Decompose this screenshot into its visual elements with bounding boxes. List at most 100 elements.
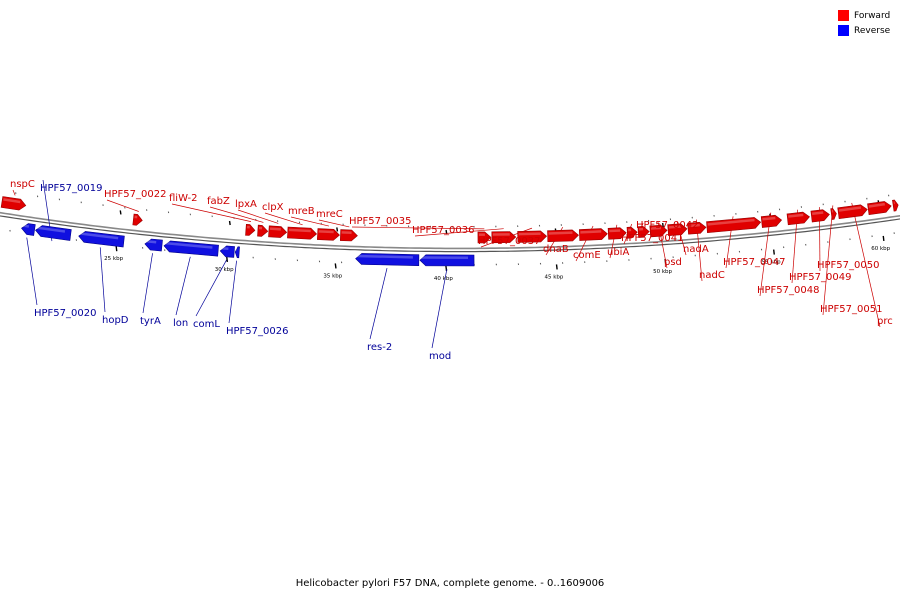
- gene-hpf57_0042-arrow: [637, 225, 650, 238]
- backbone-line-inner: [0, 215, 900, 253]
- major-tick-top: [661, 222, 664, 228]
- gene-ubia-arrow: [607, 227, 627, 240]
- gene-fabz-leader: [209, 206, 264, 223]
- gene-hpf57_0041-shine: [628, 228, 632, 232]
- gene-hpf57_0020-shine: [22, 224, 30, 228]
- gene-mrec-arrow: [339, 229, 358, 242]
- major-tick-bottom: [555, 264, 558, 270]
- gene-fliw-2-arrow: [245, 223, 256, 236]
- legend-reverse: Reverse: [838, 23, 890, 38]
- gene-res-2-shine: [356, 254, 413, 259]
- scale-tick-label: 55 kbp: [762, 260, 781, 266]
- gene-lon-shine: [165, 241, 213, 249]
- gene-fabz-shine: [258, 226, 263, 230]
- gene-prc-arrow: [837, 204, 868, 220]
- gene-hpf57_0036-leader: [414, 228, 504, 237]
- gene-nadc-shine: [688, 223, 700, 228]
- gene-nada-shine: [668, 225, 681, 229]
- gene-clpx-shine: [288, 228, 311, 233]
- gene-hpf57_0026-label: HPF57_0026: [226, 326, 288, 337]
- gene-hpf57_0042-shine: [639, 227, 644, 231]
- gene-unlabeled-arrow: [867, 201, 892, 216]
- gene-mod-shine: [420, 256, 468, 259]
- gene-hpf57_0020-label: HPF57_0020: [34, 308, 96, 319]
- gene-hpf57_0051-arrow: [830, 208, 837, 220]
- gene-res-2-label: res-2: [367, 342, 392, 353]
- gene-unlabeled-arrow: [892, 199, 899, 212]
- gene-come-label: comE: [573, 250, 601, 261]
- gene-dnab-shine: [548, 231, 573, 235]
- gene-ubia-label: ubiA: [607, 247, 629, 258]
- gene-unlabeled-shine: [868, 202, 885, 208]
- major-tick-top: [119, 210, 122, 215]
- gene-hpf57_0020-leader: [26, 237, 38, 306]
- gene-tyra-leader: [142, 253, 153, 314]
- gene-mreb-shine: [318, 230, 334, 234]
- gene-hopd-label: hopD: [102, 315, 129, 326]
- gene-fliw-2-label: fliW-2: [169, 193, 198, 204]
- gene-nspc-leader: [12, 189, 16, 196]
- gene-psd-arrow: [649, 224, 668, 238]
- gene-hpf57_0020-arrow: [21, 223, 36, 236]
- gene-hpf57_0035-label: HPF57_0035: [349, 216, 411, 227]
- major-tick-bottom: [115, 246, 118, 252]
- gene-hpf57_0037-label: HPF57_0037: [478, 236, 540, 247]
- gene-prc-leader: [851, 202, 881, 328]
- major-tick-top: [336, 227, 339, 232]
- gene-nada-arrow: [667, 223, 688, 237]
- gene-hopd-arrow: [78, 231, 125, 248]
- map-caption: Helicobacter pylori F57 DNA, complete ge…: [295, 578, 605, 589]
- gene-labels: nspC HPF57_0019 HPF57_0020 hopD HPF57_0022ty…: [10, 179, 893, 362]
- gene-nspc-shine: [3, 198, 21, 204]
- scale-ticks: 25 kbp 30 kbp 35 kbp 40 kbp 45 kbp 50 kbp 55 k…: [9, 192, 895, 282]
- gene-hpf57_0051-label: HPF57_0051: [820, 304, 882, 315]
- gene-lpxa-label: lpxA: [235, 199, 257, 210]
- gene-mrec-leader: [318, 219, 350, 228]
- gene-hpf57_0042-label: HPF57_0042: [636, 220, 698, 231]
- gene-hpf57_0035-arrow: [477, 231, 492, 244]
- gene-come-shine: [580, 230, 602, 234]
- legend: Forward Reverse: [838, 8, 890, 38]
- gene-mod-label: mod: [429, 351, 451, 362]
- legend-forward-label: Forward: [854, 10, 891, 21]
- gene-coml-label: comL: [193, 319, 220, 330]
- gene-nadc-label: nadC: [699, 270, 725, 281]
- gene-mrec-shine: [341, 231, 352, 234]
- gene-mod-arrow: [419, 254, 475, 267]
- gene-clpx-leader: [264, 212, 303, 226]
- gene-tyra-shine: [146, 240, 157, 244]
- gene-hpf57_0050-label: HPF57_0050: [817, 260, 879, 271]
- gene-res-2-arrow: [355, 253, 420, 267]
- scale-tick-label: 25 kbp: [104, 256, 123, 262]
- gene-unlabeled-shine: [893, 201, 895, 205]
- gene-lon-arrow: [163, 240, 219, 257]
- gene-prc-label: prc: [877, 316, 893, 327]
- gene-come-arrow: [578, 228, 608, 241]
- gene-mreb-arrow: [316, 228, 340, 241]
- gene-hpf57_0047-label: HPF57_0047: [723, 257, 785, 268]
- gene-hpf57_0026-shine: [236, 248, 238, 251]
- gene-hpf57_0019-label: HPF57_0019: [40, 183, 102, 194]
- gene-lpxa-leader: [237, 209, 279, 224]
- gene-hpf57_0036-label: HPF57_0036: [412, 225, 474, 236]
- gene-hpf57_0047-shine: [707, 218, 755, 226]
- forward-swatch: [838, 10, 849, 21]
- gene-psd-label: psd: [664, 257, 682, 268]
- gene-res-2-leader: [369, 268, 388, 340]
- gene-hpf57_0019-shine: [36, 226, 66, 233]
- gene-nada-label: nadA: [683, 244, 709, 255]
- genome-backbone: [0, 211, 900, 253]
- major-tick-bottom: [334, 263, 337, 269]
- gene-psd-shine: [650, 226, 662, 230]
- gene-hpf57_0035-shine: [478, 233, 485, 236]
- gene-dnab-label: dnaB: [543, 244, 569, 255]
- gene-hpf57_0036-arrow: [491, 231, 517, 244]
- gene-fabz-arrow: [257, 224, 269, 237]
- gene-tyra-label: tyrA: [140, 316, 161, 327]
- scale-tick-label: 45 kbp: [545, 274, 564, 280]
- gene-clpx-arrow: [287, 226, 318, 240]
- gene-hpf57_0026-arrow: [234, 246, 240, 259]
- gene-hpf57_0048-shine: [762, 216, 776, 221]
- gene-fabz-label: fabZ: [207, 196, 230, 207]
